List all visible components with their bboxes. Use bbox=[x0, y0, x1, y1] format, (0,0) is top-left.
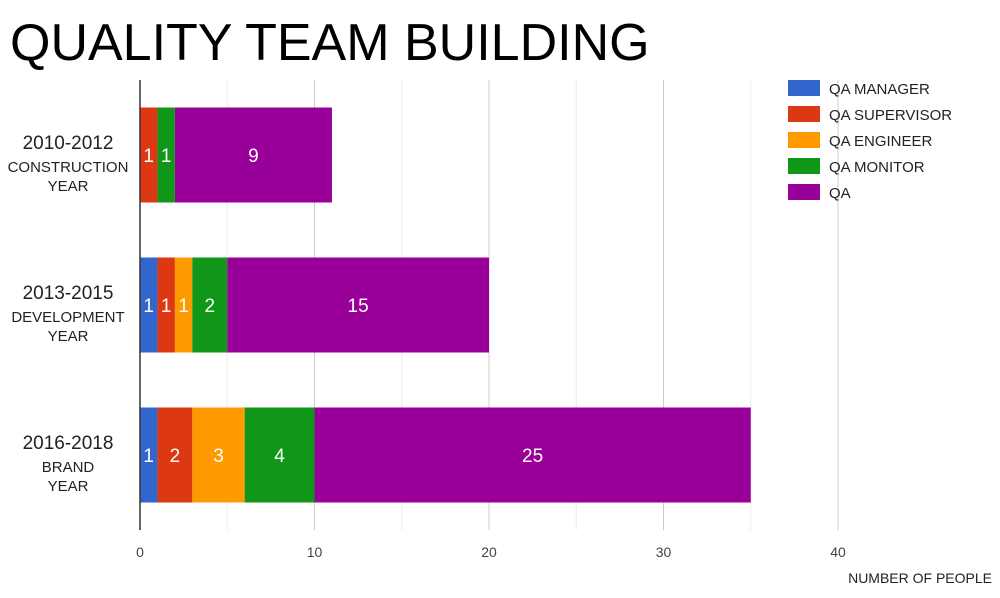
data-label: 1 bbox=[178, 296, 189, 317]
bar-segment bbox=[192, 257, 228, 353]
bar-segment bbox=[157, 107, 175, 203]
data-label: 1 bbox=[143, 446, 154, 467]
legend-swatch bbox=[788, 106, 820, 122]
legend-swatch bbox=[788, 80, 820, 96]
legend: QA MANAGER QA SUPERVISOR QA ENGINEER QA MON… bbox=[788, 80, 952, 202]
bar-segment bbox=[314, 407, 751, 503]
axes: 0 10 20 30 40 2010-2012 CONSTRUCTION YEAR 2013-2… bbox=[8, 80, 846, 560]
bar-segment bbox=[227, 257, 489, 353]
data-label: 1 bbox=[143, 296, 154, 317]
bar-segment bbox=[157, 257, 175, 353]
legend-swatch bbox=[788, 132, 820, 148]
bar-segment bbox=[157, 407, 193, 503]
bar-segment bbox=[244, 407, 315, 503]
category-period-label: 2016-2018 bbox=[23, 433, 114, 454]
data-label: 1 bbox=[161, 146, 172, 167]
category-period-label: 2013-2015 bbox=[23, 283, 114, 304]
legend-swatch bbox=[788, 184, 820, 200]
legend-swatch bbox=[788, 158, 820, 174]
bars: 1 1 91 1 1 2 151 2 3 4 25 bbox=[140, 107, 751, 503]
bar-segment bbox=[140, 107, 158, 203]
legend-label[interactable]: QA MONITOR bbox=[829, 159, 925, 176]
data-label: 4 bbox=[274, 446, 285, 467]
category-name-label: DEVELOPMENT YEAR bbox=[11, 309, 124, 345]
data-label: 2 bbox=[170, 446, 181, 467]
category-period-label: 2010-2012 bbox=[23, 133, 114, 154]
x-tick-label: 30 bbox=[656, 544, 672, 560]
bar-segment bbox=[140, 257, 158, 353]
bar-segment bbox=[192, 407, 245, 503]
data-label: 1 bbox=[161, 296, 172, 317]
data-label: 15 bbox=[348, 296, 369, 317]
data-label: 25 bbox=[522, 446, 543, 467]
category-name-label: BRAND YEAR bbox=[42, 459, 95, 495]
data-label: 2 bbox=[205, 296, 216, 317]
bar-segment bbox=[174, 107, 332, 203]
x-tick-label: 20 bbox=[481, 544, 497, 560]
x-tick-label: 40 bbox=[830, 544, 846, 560]
data-label: 1 bbox=[143, 146, 154, 167]
data-label: 9 bbox=[248, 146, 259, 167]
x-axis-title: NUMBER OF PEOPLE bbox=[848, 570, 992, 586]
bar-segment bbox=[140, 407, 158, 503]
x-tick-label: 0 bbox=[136, 544, 144, 560]
x-tick-label: 10 bbox=[307, 544, 323, 560]
category-name-label: CONSTRUCTION YEAR bbox=[8, 159, 129, 195]
legend-label[interactable]: QA ENGINEER bbox=[829, 133, 933, 150]
legend-label[interactable]: QA MANAGER bbox=[829, 81, 930, 98]
bar-segment bbox=[174, 257, 193, 353]
chart-title: QUALITY TEAM BUILDING bbox=[10, 14, 650, 72]
legend-label[interactable]: QA bbox=[829, 185, 851, 202]
legend-label[interactable]: QA SUPERVISOR bbox=[829, 107, 952, 124]
data-label: 3 bbox=[213, 446, 224, 467]
